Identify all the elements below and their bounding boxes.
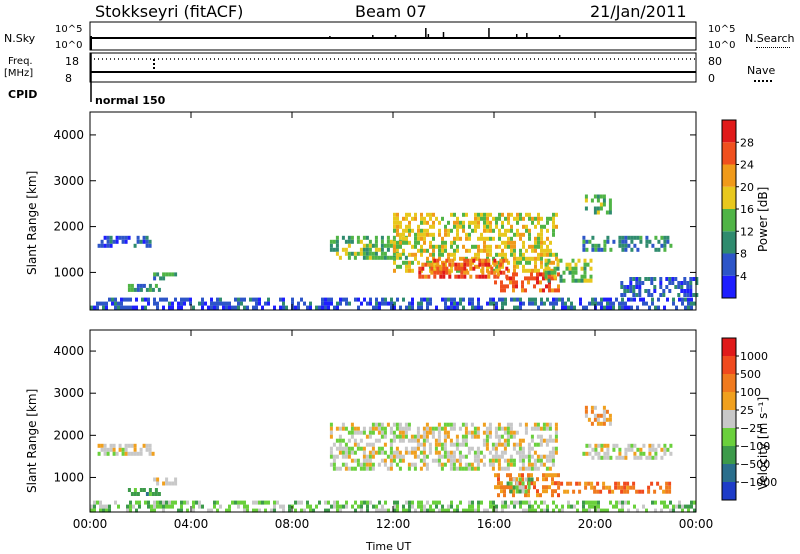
velocity-region-9 [584,405,612,426]
velocity-colorbar-cell-3 [722,428,736,446]
beam-title: Beam 07 [355,2,427,21]
power-colorbar-cell-7 [722,120,736,143]
power-region-9 [582,235,673,252]
nsearch-tick-bottom: 10^0 [708,40,736,51]
nave-dot-0 [153,59,155,61]
power-region-3 [90,297,696,310]
top-panel-frame-0 [89,21,697,51]
velocity-ytick-label-2: 3000 [53,386,84,400]
velocity-region-2 [153,477,178,486]
velocity-colorbar-tick-label-5: −100 [740,440,770,453]
velocity-colorbar-cell-5 [722,392,736,410]
cpid-label: CPID [8,88,38,101]
freq-label: Freq. [8,56,33,67]
nave-tick-top: 80 [708,55,722,68]
x-tick-label-2: 08:00 [275,517,310,531]
velocity-colorbar-cell-0 [722,482,736,500]
power-colorbar-tick-label-4: 20 [740,181,754,194]
power-region-0 [97,235,152,248]
power-colorbar-cell-0 [722,275,736,298]
power-ytick-label-1: 2000 [53,220,84,234]
power-region-10 [584,194,612,215]
nsky-label: N.Sky [4,32,36,45]
nsearch-tick-top: 10^5 [708,24,736,35]
velocity-region-6 [506,477,534,494]
velocity-region-1 [127,488,161,496]
power-region-8 [544,258,593,283]
velocity-region-5 [494,473,560,498]
power-colorbar-cell-5 [722,164,736,187]
velocity-colorbar-tick-label-6: −500 [740,458,770,471]
velocity-ytick-label-0: 1000 [53,470,84,484]
date-title: 21/Jan/2011 [590,2,687,21]
power-colorbar-tick-label-0: 4 [740,270,747,283]
nsearch-legend-line [756,47,790,48]
power-colorbar-tick-label-1: 8 [740,248,747,261]
velocity-colorbar-cell-1 [722,464,736,482]
x-tick-label-0: 00:00 [73,517,108,531]
power-colorbar-tick-label-3: 16 [740,203,754,216]
power-colorbar-cell-4 [722,186,736,209]
x-tick-label-1: 04:00 [174,517,209,531]
velocity-region-0 [97,443,155,456]
velocity-ytick-label-1: 2000 [53,428,84,442]
power-region-11 [620,277,699,297]
freq-unit: [MHz] [4,68,34,79]
nave-label: Nave [747,64,776,77]
velocity-colorbar-cell-7 [722,356,736,374]
nave-legend-line [754,80,772,82]
power-region-5 [393,212,558,273]
power-colorbar-cell-3 [722,209,736,232]
x-tick-label-4: 16:00 [477,517,512,531]
velocity-colorbar-cell-6 [722,374,736,392]
power-ytick-label-3: 4000 [53,128,84,142]
velocity-colorbar-tick-label-0: 1000 [740,350,768,363]
velocity-colorbar-tick-label-3: 25 [740,404,754,417]
velocity-colorbar-cell-2 [722,446,736,464]
power-colorbar-cell-1 [722,253,736,276]
velocity-region-3 [90,500,696,513]
freq-tick-top: 18 [65,55,79,68]
nsky-tick-bottom: 10^0 [55,40,83,51]
velocity-colorbar-cell-4 [722,410,736,428]
velocity-ytick-label-3: 4000 [53,344,84,358]
nave-dot-2 [153,67,155,69]
velocity-region-7 [557,481,672,494]
power-colorbar-tick-label-2: 12 [740,225,754,238]
power-colorbar-cell-6 [722,142,736,165]
nsky-tick-top: 10^5 [55,24,83,35]
nave-dot-1 [153,63,155,65]
velocity-colorbar-tick-label-7: −1000 [740,476,777,489]
velocity-colorbar-cell-8 [722,338,736,356]
velocity-colorbar-tick-label-2: 100 [740,386,761,399]
power-region-2 [153,272,178,281]
velocity-region-4 [329,422,558,471]
power-ytick-label-2: 3000 [53,174,84,188]
power-region-1 [127,283,161,292]
velocity-colorbar-frame [721,337,737,501]
x-tick-label-3: 12:00 [376,517,411,531]
velocity-region-8 [582,443,673,460]
power-frame [89,111,697,311]
power-colorbar-tick-label-5: 24 [740,159,754,172]
nsearch-label: N.Search [745,32,795,45]
power-ytick-label-0: 1000 [53,265,84,279]
cpid-value: normal 150 [95,94,166,107]
power-colorbar-tick-label-6: 28 [740,136,754,149]
freq-tick-bottom: 8 [65,72,72,85]
x-axis-label: Time UT [366,540,412,553]
nave-tick-bottom: 0 [708,72,715,85]
power-colorbar-cell-2 [722,231,736,254]
top-panel-frame-1 [89,52,697,83]
x-tick-label-5: 20:00 [578,517,613,531]
station-title: Stokkseyri (fitACF) [95,2,244,21]
velocity-colorbar-tick-label-1: 500 [740,368,761,381]
velocity-colorbar-tick-label-4: −25 [740,422,763,435]
x-tick-label-6: 00:00 [679,517,714,531]
